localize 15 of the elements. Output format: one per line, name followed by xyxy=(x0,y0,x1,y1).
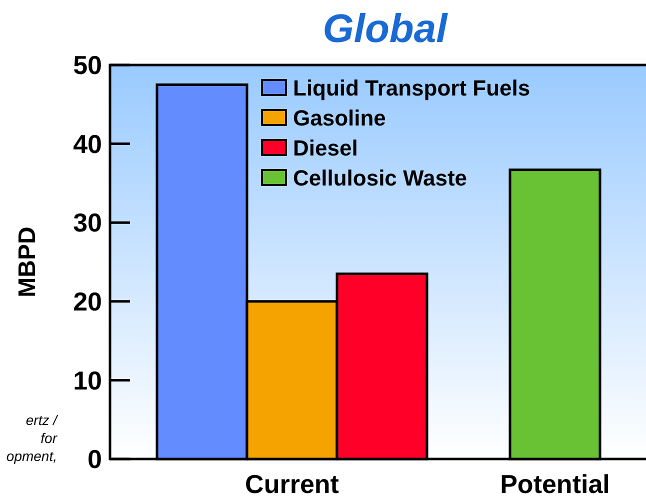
legend-label: Diesel xyxy=(293,136,358,161)
y-tick-label: 50 xyxy=(73,50,102,80)
y-tick-label: 10 xyxy=(73,365,102,396)
y-tick-label: 20 xyxy=(73,286,102,316)
text: ertz / for opment, xyxy=(6,412,60,464)
chart-title: Global xyxy=(322,7,448,51)
x-tick-label: Potential xyxy=(500,469,610,499)
y-tick-label: 40 xyxy=(73,128,102,159)
x-tick-label: Current xyxy=(245,469,340,499)
y-axis-title: MBPD xyxy=(14,226,41,298)
legend-label: Liquid Transport Fuels xyxy=(293,76,530,101)
legend-label: Gasoline xyxy=(293,106,386,131)
y-tick-label: 0 xyxy=(88,444,102,474)
legend-label: Cellulosic Waste xyxy=(293,166,468,191)
y-tick-label: 30 xyxy=(73,208,102,238)
